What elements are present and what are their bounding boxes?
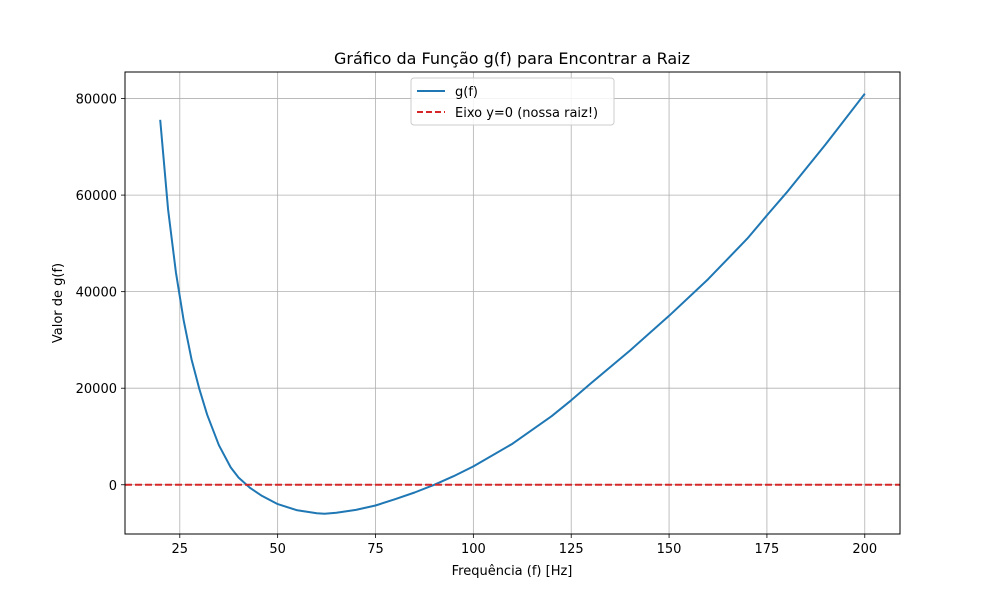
series-line-g-f [159,93,866,515]
y-tick-label: 20000 [76,382,117,397]
plot-lines [125,93,900,515]
x-axis-label: Frequência (f) [Hz] [452,564,573,579]
y-tick-label: 80000 [76,93,117,108]
legend-label-g-f: g(f) [455,85,478,100]
y-tick-label: 40000 [76,286,117,301]
x-tick-label: 125 [559,542,584,557]
y-tick-label: 0 [109,479,117,494]
x-tick-label: 50 [269,542,286,557]
axis-ticks: 25 50 75 100 125 150 175 200 0 20000 40000 60000 800… [76,93,878,557]
grid [125,72,900,534]
x-tick-label: 175 [755,542,780,557]
plot-frame [124,71,901,535]
y-axis-label: Valor de g(f) [51,263,66,343]
x-tick-label: 100 [461,542,486,557]
x-tick-label: 200 [852,542,877,557]
legend-box [410,77,615,126]
y-tick-label: 60000 [76,189,117,204]
x-tick-label: 75 [367,542,384,557]
x-tick-label: 150 [657,542,682,557]
x-tick-label: 25 [172,542,189,557]
legend: g(f) Eixo y=0 (nossa raiz!) [410,77,615,126]
chart-title: Gráfico da Função g(f) para Encontrar a … [334,49,690,68]
legend-label-zero-axis: Eixo y=0 (nossa raiz!) [455,106,598,121]
